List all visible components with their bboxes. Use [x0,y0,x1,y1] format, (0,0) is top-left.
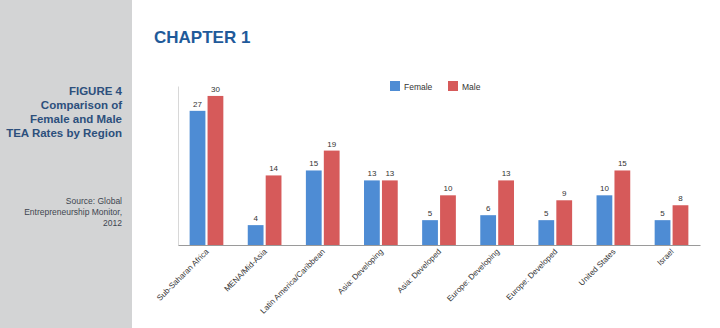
data-label: 13 [385,169,394,178]
x-tick-label: Latin America/Caribbean [259,247,327,315]
x-tick: United States [577,245,617,288]
x-tick: Latin America/Caribbean [259,245,327,316]
bar [498,180,514,245]
source-line: Source: Global [4,196,122,207]
data-labels: 27 4 15 13 5 6 5 10 5 30 14 19 13 10 13 9 15 8 [193,85,683,223]
data-label: 13 [502,169,511,178]
bar [673,205,689,245]
bar [248,225,264,245]
figure-label: FIGURE 4 [4,84,122,98]
x-axis-line [179,245,701,246]
data-label: 9 [562,189,567,198]
bar [382,180,398,245]
bar [480,215,496,245]
bar [614,170,630,245]
x-tick: MENA/Mid-Asia [222,245,269,294]
x-tick: Europe: Developed [505,245,560,302]
bar [324,151,340,245]
data-label: 10 [600,184,609,193]
data-label: 15 [309,159,318,168]
chart-title: Comparison of Female and Male TEA Rates … [4,98,122,140]
data-label: 15 [618,159,627,168]
data-label: 5 [544,209,549,218]
side-panel [0,0,132,328]
data-label: 19 [327,140,336,149]
bar [208,96,224,245]
legend: Female Male [390,81,481,92]
y-axis-line [178,87,179,246]
x-tick-label: United States [577,247,617,287]
x-tick-label: Europe: Developing [445,247,501,303]
source-note: Source: GlobalEntrepreneurship Monitor, … [4,196,122,229]
data-label: 6 [486,204,491,213]
data-label: 5 [428,209,433,218]
source-line: Entrepreneurship Monitor, 2012 [4,207,122,229]
bar [422,220,438,245]
x-tick: Sub-Saharan Africa [155,245,211,303]
bar [190,111,206,245]
x-tick-label: Israel [655,247,675,267]
bar [655,220,671,245]
bar [266,175,282,245]
chapter-heading: CHAPTER 1 [154,28,250,48]
data-label: 30 [211,85,220,94]
data-label: 10 [444,184,453,193]
legend-label: Male [462,82,481,92]
x-tick-label: Europe: Developed [505,247,560,302]
data-label: 27 [193,100,202,109]
x-tick-label: MENA/Mid-Asia [222,247,269,294]
x-tick: Asia: Developed [396,245,444,295]
x-tick: Asia: Developing [336,245,385,296]
bar [440,195,456,245]
legend-label: Female [404,82,433,92]
chart-svg: 27 4 15 13 5 6 5 10 5 30 14 19 13 10 13 9 15 8 Sub-Saharan… [0,0,720,328]
x-axis: Sub-Saharan AfricaMENA/Mid-AsiaLatin Ame… [155,245,700,316]
bar [364,180,380,245]
x-tick-label: Asia: Developed [396,247,444,295]
bar [538,220,554,245]
x-tick-label: Asia: Developing [336,247,385,296]
data-label: 4 [253,214,258,223]
y-axis [178,87,179,246]
data-label: 14 [269,164,278,173]
x-tick-label: Sub-Saharan Africa [155,247,211,303]
bars [190,96,689,245]
bar [306,170,322,245]
data-label: 13 [367,169,376,178]
bar [556,200,572,245]
bar [597,195,613,245]
legend-swatch [448,81,458,91]
x-tick: Israel [655,245,675,267]
legend-swatch [390,81,400,91]
data-label: 8 [678,194,683,203]
x-tick: Europe: Developing [445,245,501,303]
data-label: 5 [660,209,665,218]
